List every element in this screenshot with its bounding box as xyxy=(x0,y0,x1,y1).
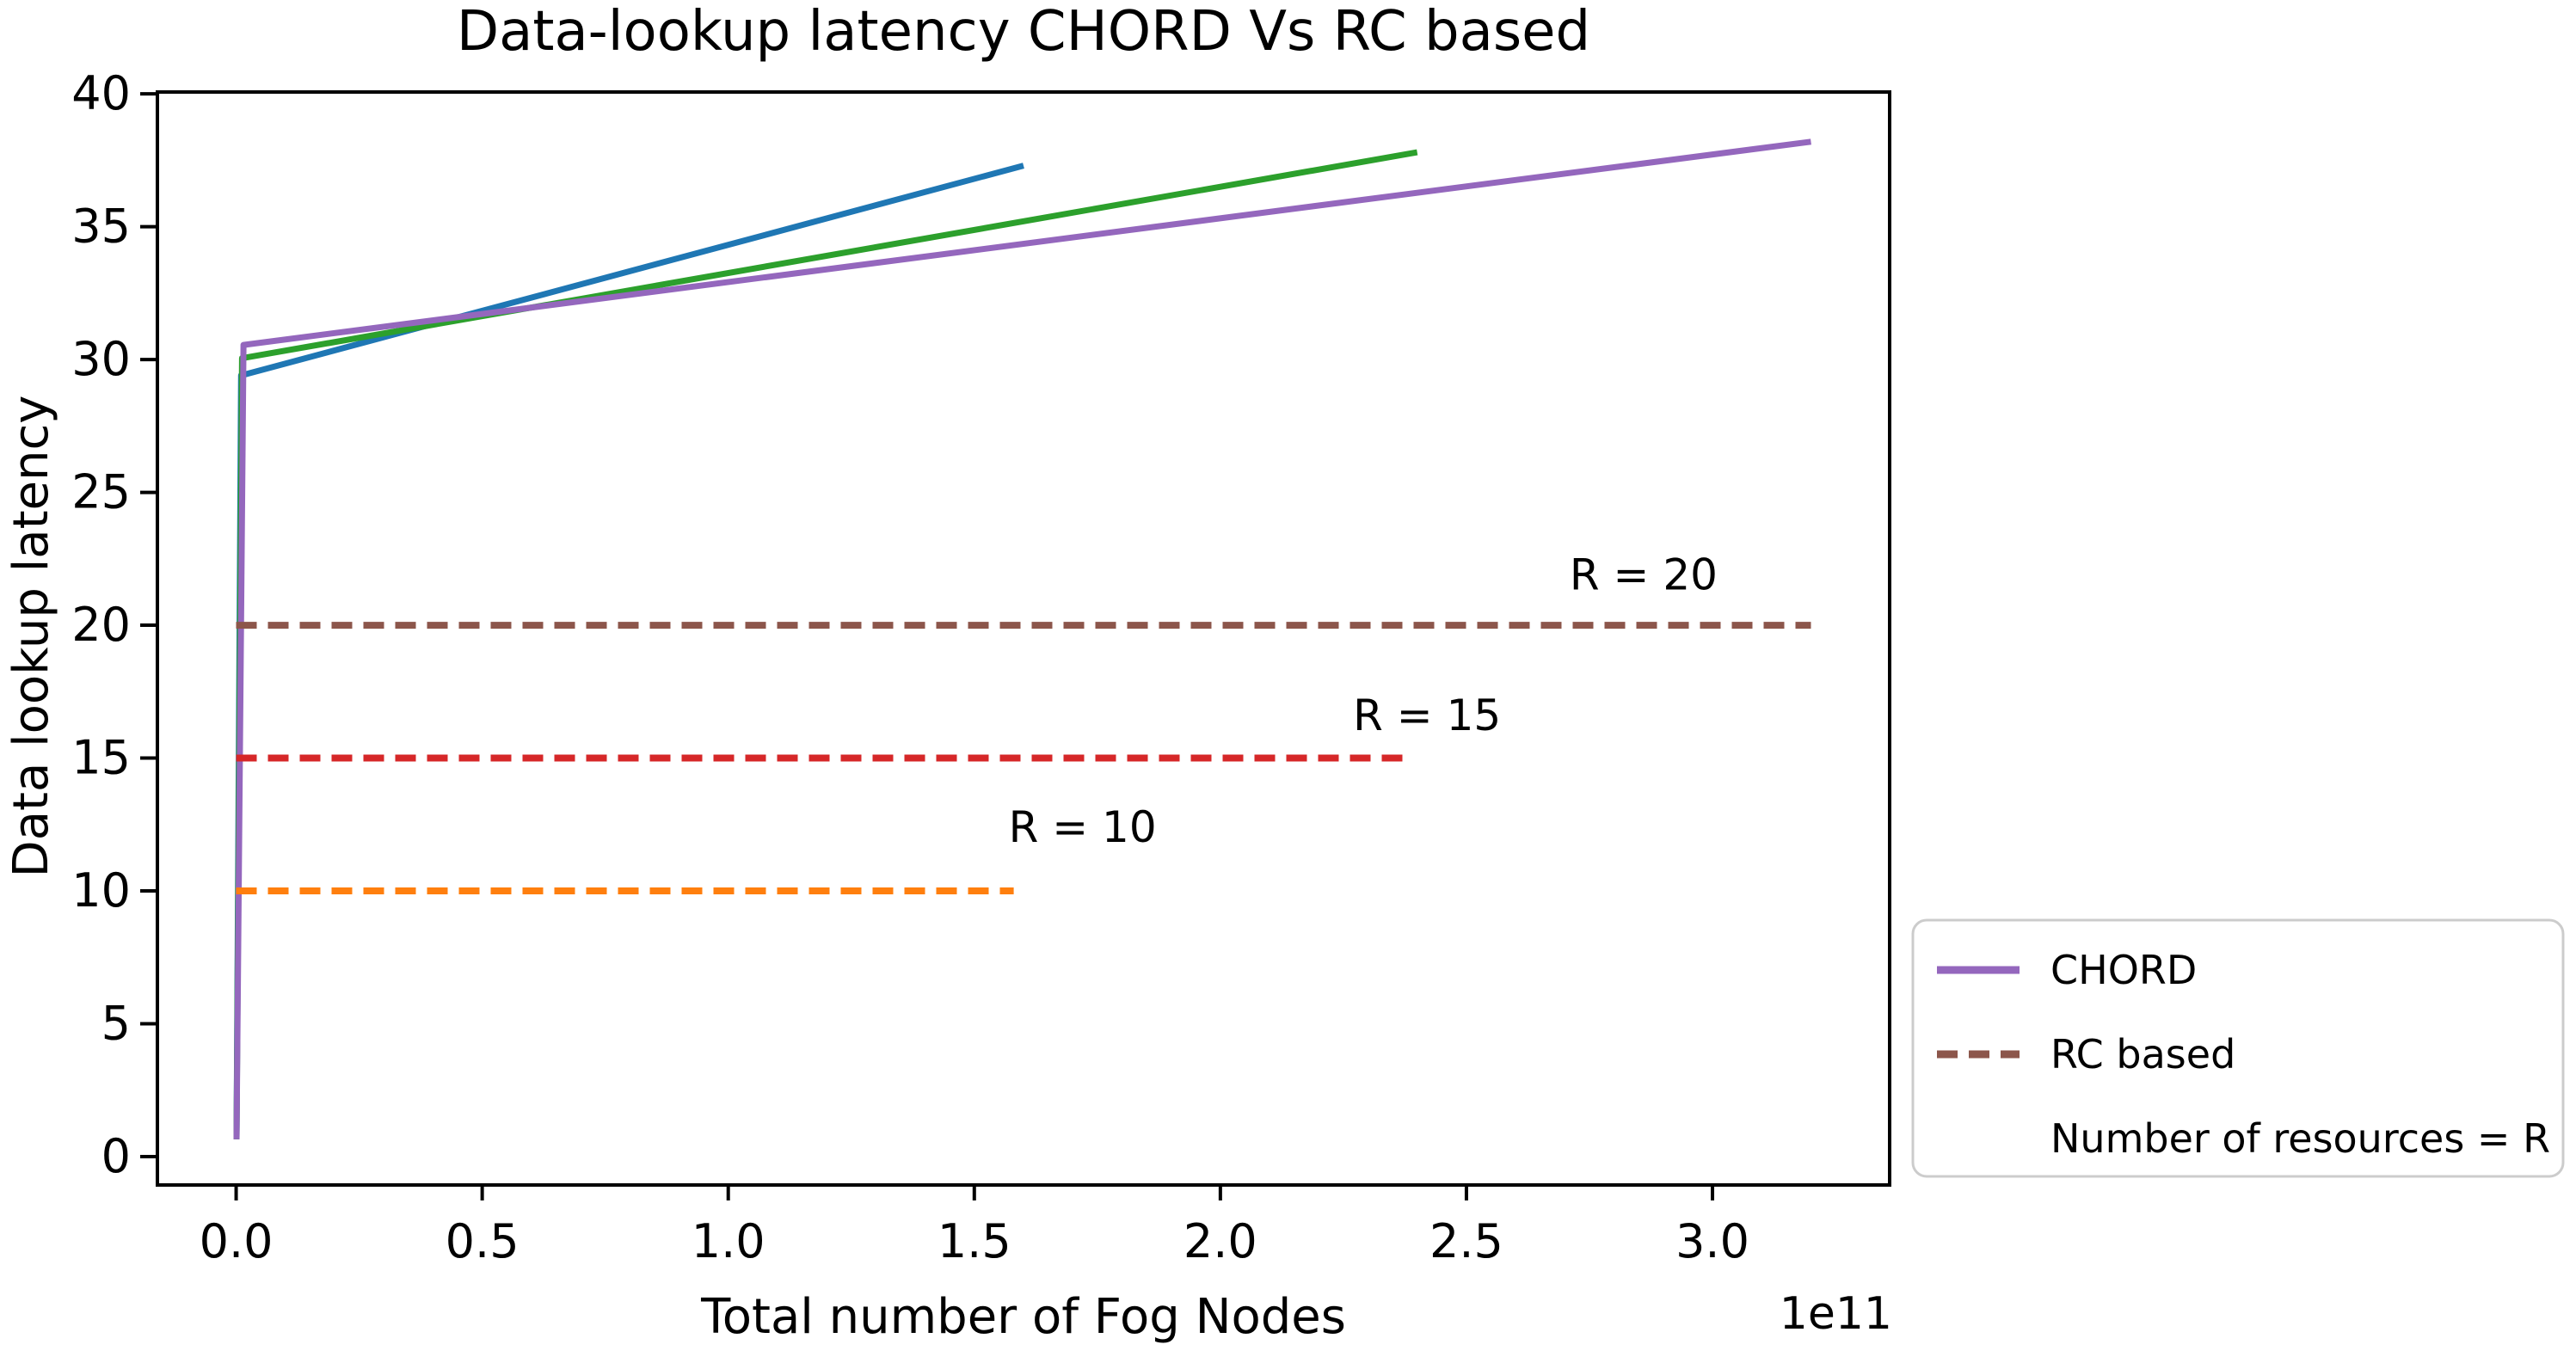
legend: CHORD RC based Number of resources = R xyxy=(1911,918,2565,1178)
y-tick-label: 0 xyxy=(101,1129,131,1183)
y-axis-label: Data lookup latency xyxy=(3,396,59,878)
annotation-label: R = 10 xyxy=(1009,802,1157,852)
series-line-chord xyxy=(233,138,1811,1139)
y-tick-label: 40 xyxy=(71,66,131,120)
legend-entry-label: Number of resources = R xyxy=(2050,1115,2550,1162)
y-tick-label: 25 xyxy=(71,465,131,519)
x-tick-label: 0.0 xyxy=(200,1214,274,1268)
axes-spines xyxy=(156,90,1891,1187)
x-tick-label: 2.0 xyxy=(1183,1214,1257,1268)
y-tick-label: 30 xyxy=(71,332,131,386)
chart-title: Data-lookup latency CHORD Vs RC based xyxy=(457,0,1590,64)
series-line-chord xyxy=(233,163,1024,1139)
plot-series xyxy=(233,138,1811,1139)
series-line-chord xyxy=(233,149,1418,1139)
annotation-label: R = 15 xyxy=(1353,691,1501,740)
y-tick-label: 15 xyxy=(71,731,131,785)
y-tick-label: 20 xyxy=(71,598,131,652)
x-tick-label: 0.5 xyxy=(446,1214,520,1268)
annotation-label: R = 20 xyxy=(1570,549,1718,599)
x-tick-label: 1.0 xyxy=(692,1214,765,1268)
y-tick-label: 10 xyxy=(71,863,131,918)
x-tick-label: 2.5 xyxy=(1429,1214,1503,1268)
x-axis-label: Total number of Fog Nodes xyxy=(700,1289,1346,1345)
annotations: R = 10 R = 15 R = 20 xyxy=(1009,549,1718,851)
x-tick-label: 1.5 xyxy=(938,1214,1011,1268)
x-tick-label: 3.0 xyxy=(1675,1214,1749,1268)
y-tick-label: 5 xyxy=(101,996,131,1050)
legend-box xyxy=(1911,918,2565,1178)
y-tick-label: 35 xyxy=(71,200,131,254)
legend-entry-label: RC based xyxy=(2050,1031,2235,1078)
x-axis-offset-text: 1e11 xyxy=(1780,1288,1892,1340)
axis-ticks: 0.0 0.5 1.0 1.5 2.0 2.5 3.0 0 5 10 15 20 25 30 35 40 xyxy=(71,66,1749,1268)
legend-entry-label: CHORD xyxy=(2050,947,2197,993)
